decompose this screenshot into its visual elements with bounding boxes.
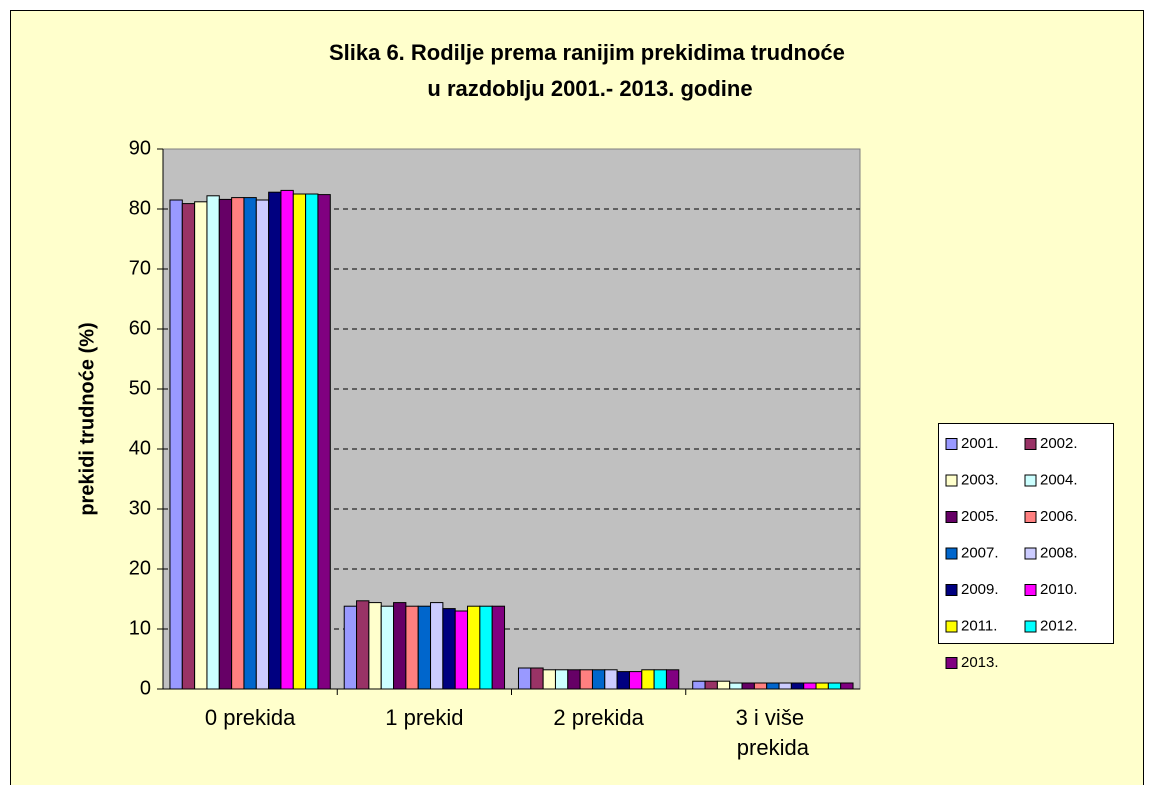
- legend-swatch: [945, 474, 958, 487]
- legend-label: 2009.: [961, 581, 999, 598]
- y-tick-label: 10: [129, 617, 151, 639]
- y-tick-label: 40: [129, 437, 151, 459]
- x-tick-label: 1 prekid: [385, 705, 463, 730]
- legend: [938, 423, 1114, 644]
- bar: [766, 682, 780, 690]
- legend-swatch: [1024, 438, 1037, 450]
- bar: [704, 680, 718, 690]
- y-tick-label: 30: [129, 497, 151, 519]
- legend-swatch: [945, 547, 958, 560]
- bar: [827, 682, 842, 690]
- x-tick-label: 2 prekida: [553, 705, 644, 730]
- bar: [692, 680, 706, 690]
- bar: [393, 602, 407, 690]
- bar: [741, 682, 755, 690]
- bar: [169, 199, 183, 690]
- legend-swatch: [1024, 547, 1037, 560]
- bar: [218, 198, 233, 690]
- bar: [653, 669, 667, 690]
- legend-label: 2008.: [1040, 544, 1078, 561]
- legend-label: 2006.: [1040, 508, 1078, 525]
- legend-swatch: [945, 438, 958, 450]
- bar: [840, 682, 854, 690]
- y-axis-label: prekidi trudnoće (%): [76, 322, 98, 515]
- legend-label: 2002.: [1040, 435, 1078, 452]
- legend-label: 2013.: [961, 654, 999, 671]
- bar: [803, 682, 817, 690]
- bar: [442, 608, 456, 690]
- legend-swatch: [945, 657, 958, 669]
- bar: [467, 605, 481, 690]
- y-tick-label: 20: [129, 557, 151, 579]
- bar: [729, 682, 743, 690]
- bar: [542, 669, 556, 690]
- bar: [517, 667, 532, 690]
- bar: [815, 682, 829, 690]
- legend-label: 2001.: [961, 435, 999, 452]
- legend-label: 2007.: [961, 544, 999, 561]
- bar: [305, 193, 319, 690]
- bar: [753, 682, 768, 690]
- bar: [243, 197, 257, 690]
- y-tick-label: 0: [140, 677, 151, 699]
- legend-label: 2003.: [961, 471, 999, 488]
- bar: [405, 605, 419, 690]
- legend-label: 2005.: [961, 508, 999, 525]
- y-tick-label: 70: [129, 257, 151, 279]
- bar: [604, 669, 618, 690]
- bar: [491, 605, 506, 690]
- legend-swatch: [945, 584, 958, 596]
- y-tick-label: 90: [129, 137, 151, 159]
- legend-label: 2004.: [1040, 471, 1078, 488]
- chart-title: Slika 6. Rodilje prema ranijim prekidima…: [329, 40, 851, 101]
- y-tick-label: 50: [129, 377, 151, 399]
- bar: [231, 197, 245, 690]
- bar: [567, 669, 581, 690]
- bar: [268, 191, 282, 690]
- bar: [616, 671, 630, 690]
- bar: [530, 667, 544, 690]
- legend-label: 2011.: [961, 617, 997, 634]
- bar: [343, 605, 358, 690]
- bar: [380, 605, 395, 690]
- bar: [292, 193, 307, 690]
- bar: [181, 203, 196, 690]
- bar: [317, 194, 331, 690]
- legend-swatch: [1024, 474, 1037, 487]
- legend-swatch: [945, 511, 958, 523]
- bar: [628, 671, 643, 690]
- legend-swatch: [1024, 511, 1037, 523]
- bar: [368, 602, 382, 690]
- bar: [591, 669, 606, 690]
- bar: [194, 201, 208, 690]
- bar: [454, 610, 469, 690]
- bar: [430, 602, 444, 690]
- bar: [356, 600, 370, 690]
- bar: [417, 605, 432, 690]
- bar: [641, 669, 655, 690]
- y-tick-label: 60: [129, 317, 151, 339]
- bar: [206, 195, 220, 690]
- y-tick-label: 80: [129, 197, 151, 219]
- bar: [255, 199, 270, 690]
- bar: [479, 605, 493, 690]
- bar: [579, 669, 593, 690]
- bar: [554, 669, 569, 690]
- bar: [790, 682, 805, 690]
- legend-swatch: [945, 620, 958, 633]
- bar: [280, 189, 294, 690]
- bar: [665, 669, 680, 690]
- x-tick-label: 3 i više prekida: [736, 705, 811, 760]
- bar: [778, 682, 792, 690]
- x-tick-label: 0 prekida: [205, 705, 296, 730]
- bar: [716, 680, 731, 690]
- legend-label: 2010.: [1040, 581, 1078, 598]
- legend-swatch: [1024, 584, 1037, 596]
- legend-swatch: [1024, 620, 1037, 633]
- legend-label: 2012.: [1040, 617, 1078, 634]
